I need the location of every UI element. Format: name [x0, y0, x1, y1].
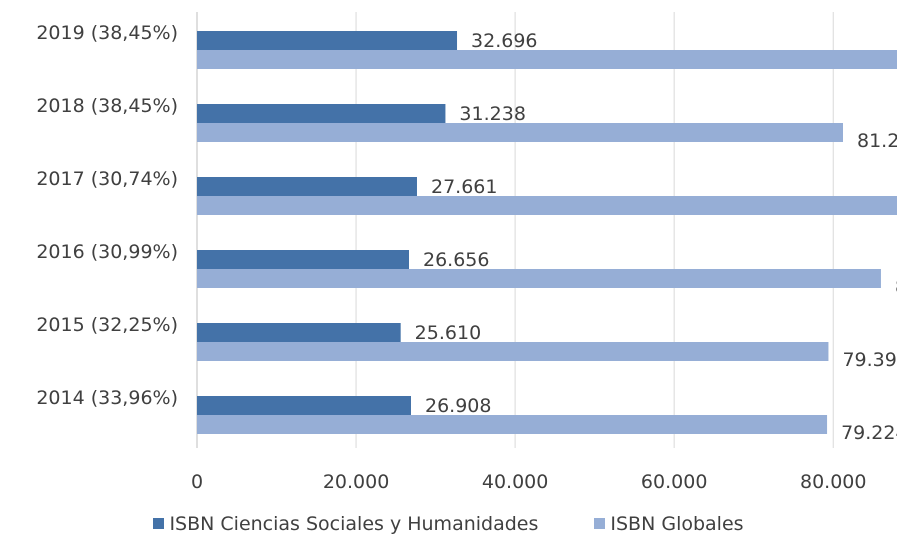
legend-label-series-2: ISBN Globales — [610, 512, 744, 535]
category-label: 2014 (33,96%) — [36, 387, 178, 409]
legend: ISBN Ciencias Sociales y Humanidades ISB… — [0, 510, 897, 537]
x-tick-label: 80.000 — [800, 471, 866, 493]
data-labels: 32.69631.23827.66126.65625.61026.90890.0… — [415, 30, 897, 444]
legend-label-series-1: ISBN Ciencias Sociales y Humanidades — [169, 512, 539, 535]
x-tick-label: 0 — [191, 471, 203, 493]
bar-global — [197, 50, 897, 69]
category-label: 2015 (32,25%) — [36, 314, 178, 336]
bar-global — [197, 196, 897, 215]
bar-global — [197, 342, 829, 361]
bar-global — [197, 269, 881, 288]
bar-global — [197, 123, 844, 142]
data-label: 31.238 — [459, 103, 525, 125]
x-tick-labels: 0 20.000 40.000 60.000 80.000 — [191, 471, 867, 493]
bar-chart: 32.69631.23827.66126.65625.61026.90890.0… — [36, 12, 897, 493]
data-label: 25.610 — [415, 322, 481, 344]
grid-lines — [196, 12, 834, 448]
x-tick-label: 60.000 — [641, 471, 707, 493]
data-label: 81.228 — [857, 130, 897, 152]
bars — [197, 31, 897, 434]
data-label: 79.397 — [842, 349, 897, 371]
bar-social-sciences — [197, 177, 417, 196]
data-label: 86.000 — [895, 276, 897, 298]
category-label: 2017 (30,74%) — [36, 168, 178, 190]
legend-item-series-2: ISBN Globales — [594, 512, 744, 535]
data-label: 32.696 — [471, 30, 537, 52]
category-label: 2016 (30,99%) — [36, 241, 178, 263]
category-labels: 2019 (38,45%) 2018 (38,45%) 2017 (30,74%) 2… — [36, 22, 178, 409]
bar-social-sciences — [197, 396, 411, 415]
legend-swatch-series-1 — [153, 518, 165, 529]
data-label: 27.661 — [431, 176, 497, 198]
legend-swatch-series-2 — [594, 518, 606, 529]
bar-social-sciences — [197, 31, 458, 50]
x-tick-label: 20.000 — [323, 471, 389, 493]
category-label: 2018 (38,45%) — [36, 95, 178, 117]
data-label: 26.908 — [425, 395, 491, 417]
x-tick-label: 40.000 — [482, 471, 548, 493]
bar-social-sciences — [197, 104, 446, 123]
data-label: 79.224 — [841, 422, 897, 444]
bar-social-sciences — [197, 250, 409, 269]
legend-item-series-1: ISBN Ciencias Sociales y Humanidades — [153, 513, 538, 535]
category-label: 2019 (38,45%) — [36, 22, 178, 44]
bar-social-sciences — [197, 323, 401, 342]
data-label: 26.656 — [423, 249, 489, 271]
bar-global — [197, 415, 828, 434]
